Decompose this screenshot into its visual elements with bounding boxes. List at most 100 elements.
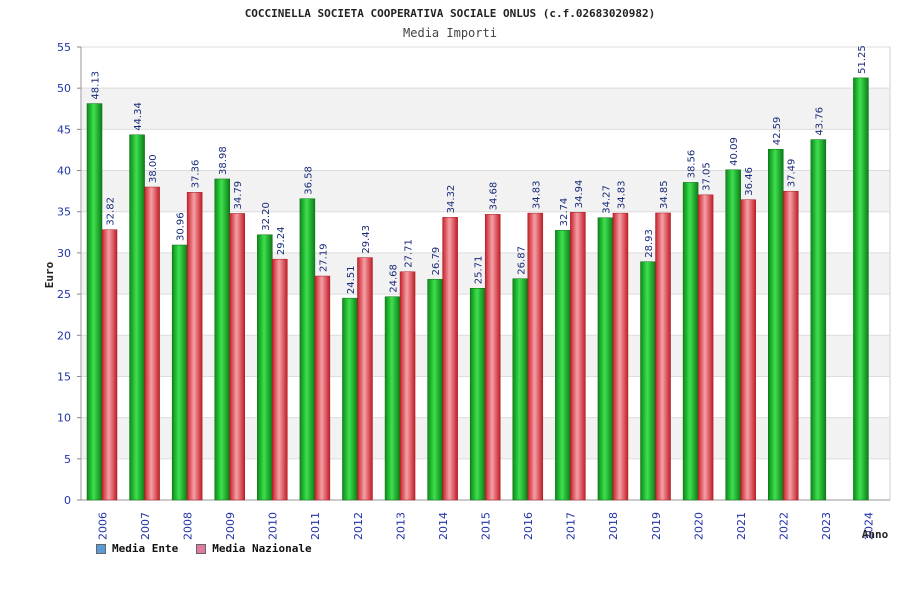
data-label: 34.68 [489, 182, 500, 211]
legend-swatch-media-ente [96, 543, 106, 554]
y-tick-label: 20 [57, 329, 71, 342]
legend: Media Ente Media Nazionale [96, 542, 312, 555]
bar-media-ente [129, 134, 145, 501]
x-tick-label: 2018 [607, 512, 620, 540]
x-tick-label: 2008 [181, 512, 194, 540]
bar-media-ente [257, 234, 273, 501]
y-tick-label: 15 [57, 370, 71, 383]
legend-label-media-ente: Media Ente [112, 542, 179, 555]
data-label: 30.96 [176, 212, 187, 241]
data-label: 27.71 [404, 239, 415, 268]
legend-item-media-ente: Media Ente [96, 542, 178, 555]
bar-media-nazionale [740, 199, 756, 501]
bar-media-nazionale [229, 213, 245, 501]
grid-band [82, 88, 889, 130]
data-label: 25.71 [474, 256, 485, 285]
y-tick-label: 55 [57, 41, 71, 54]
data-label: 27.19 [318, 243, 329, 272]
data-label: 51.25 [857, 45, 868, 74]
data-label: 28.93 [644, 229, 655, 258]
x-tick-label: 2015 [480, 512, 493, 540]
data-label: 34.83 [616, 180, 627, 209]
x-axis-label: Anno [862, 528, 889, 541]
chart-title: COCCINELLA SOCIETA COOPERATIVA SOCIALE O… [245, 7, 656, 20]
bar-media-ente [682, 182, 699, 501]
bar-media-ente [853, 77, 869, 501]
data-label: 36.46 [744, 167, 755, 196]
bar-media-nazionale [357, 257, 373, 501]
data-label: 34.94 [574, 180, 585, 209]
bar-media-nazionale [186, 192, 203, 501]
y-tick-label: 40 [57, 165, 71, 178]
data-label: 37.49 [787, 159, 798, 188]
x-tick-label: 2023 [820, 512, 833, 540]
bar-media-nazionale [783, 190, 799, 501]
data-label: 38.98 [218, 146, 229, 175]
bar-media-nazionale [144, 186, 160, 501]
data-label: 26.87 [516, 246, 527, 275]
bar-media-ente [299, 198, 316, 501]
data-label: 42.59 [772, 117, 783, 146]
y-tick-label: 0 [64, 494, 71, 507]
bar-media-ente [86, 103, 103, 501]
bar-media-nazionale [697, 194, 714, 501]
data-label: 48.13 [91, 71, 102, 100]
bar-media-ente [512, 278, 529, 501]
x-tick-label: 2014 [437, 512, 450, 540]
x-tick-label: 2019 [650, 512, 663, 540]
x-tick-label: 2021 [735, 512, 748, 540]
data-label: 38.00 [148, 154, 159, 183]
legend-swatch-media-nazionale [196, 543, 207, 554]
bar-media-nazionale [527, 212, 544, 501]
bar-media-ente [810, 139, 827, 501]
chart-subtitle: Media Importi [403, 26, 497, 40]
data-label: 34.83 [531, 180, 542, 209]
data-label: 32.82 [106, 197, 117, 226]
bar-media-ente [555, 230, 571, 501]
x-tick-label: 2012 [352, 512, 365, 540]
grid-band [82, 170, 889, 212]
bar-media-ente [469, 287, 486, 501]
y-tick-label: 5 [64, 453, 71, 466]
x-tick-label: 2016 [522, 512, 535, 540]
bar-media-nazionale [442, 217, 458, 501]
bar-media-ente [640, 261, 656, 501]
x-tick-label: 2020 [692, 512, 705, 540]
bar-media-nazionale [484, 214, 501, 501]
bar-media-ente [725, 169, 741, 501]
bar-media-nazionale [314, 275, 331, 501]
x-tick-label: 2011 [309, 512, 322, 540]
data-label: 29.24 [276, 227, 287, 256]
y-tick-label: 25 [57, 288, 71, 301]
data-label: 38.56 [687, 150, 698, 179]
legend-label-media-nazionale: Media Nazionale [212, 542, 312, 555]
bar-media-ente [171, 244, 188, 501]
data-label: 34.79 [233, 181, 244, 210]
data-label: 34.27 [601, 185, 612, 214]
y-tick-label: 50 [57, 82, 71, 95]
y-axis-label: Euro [43, 261, 56, 288]
bar-media-ente [342, 297, 358, 501]
bar-media-nazionale [101, 229, 118, 501]
x-tick-label: 2013 [394, 512, 407, 540]
data-label: 43.76 [814, 107, 825, 136]
y-tick-label: 30 [57, 247, 71, 260]
bar-media-nazionale [612, 212, 629, 501]
data-label: 24.51 [346, 265, 357, 294]
bar-media-ente [384, 296, 401, 501]
x-tick-label: 2007 [139, 512, 152, 540]
x-tick-label: 2009 [224, 512, 237, 540]
y-tick-label: 10 [57, 412, 71, 425]
x-tick-label: 2010 [267, 512, 280, 540]
legend-item-media-nazionale: Media Nazionale [196, 542, 312, 555]
bar-media-ente [768, 148, 784, 501]
bar-media-nazionale [570, 211, 586, 501]
bar-media-nazionale [272, 258, 288, 501]
x-tick-label: 2024 [863, 512, 876, 540]
data-label: 37.36 [191, 160, 202, 189]
data-label: 29.43 [361, 225, 372, 254]
bar-media-ente [214, 178, 230, 501]
y-tick-label: 35 [57, 206, 71, 219]
x-tick-label: 2022 [778, 512, 791, 540]
